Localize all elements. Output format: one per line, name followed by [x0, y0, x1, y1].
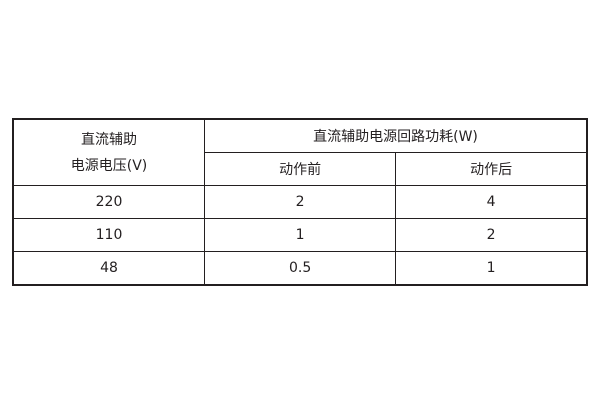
header-row: 直流辅助 电源电压(V) 直流辅助电源回路功耗(W) — [12, 118, 588, 186]
table-row: 48 0.5 1 — [12, 251, 588, 286]
voltage-header-line1: 直流辅助 — [81, 131, 137, 148]
before-cell: 1 — [203, 218, 397, 252]
power-header: 直流辅助电源回路功耗(W) — [204, 118, 588, 153]
table-row: 110 1 2 — [12, 218, 588, 252]
subheader-row: 动作前 动作后 — [13, 152, 588, 186]
after-cell: 4 — [395, 185, 588, 219]
voltage-cell: 48 — [12, 251, 205, 286]
table-row: 220 2 4 — [12, 185, 588, 219]
voltage-cell: 110 — [12, 218, 205, 252]
after-header: 动作后 — [395, 152, 588, 186]
voltage-header-line2: 电源电压(V) — [70, 157, 148, 174]
voltage-header: 直流辅助 电源电压(V) — [12, 118, 205, 186]
before-header: 动作前 — [203, 152, 397, 186]
voltage-cell: 220 — [12, 185, 205, 219]
before-cell: 2 — [203, 185, 397, 219]
after-cell: 1 — [395, 251, 588, 286]
power-consumption-table: 直流辅助 电源电压(V) 直流辅助电源回路功耗(W) 动作前 动作后 220 2… — [12, 118, 588, 286]
before-cell: 0.5 — [203, 251, 397, 286]
after-cell: 2 — [395, 218, 588, 252]
